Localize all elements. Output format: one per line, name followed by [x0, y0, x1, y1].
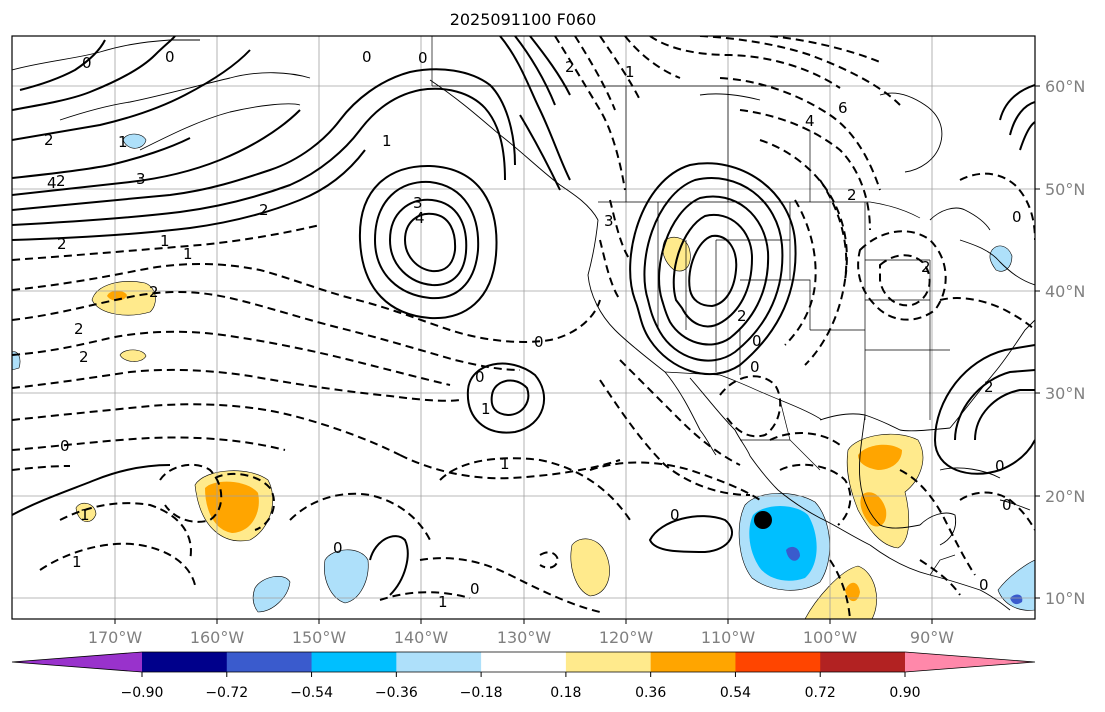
lat-label: 20°N — [1045, 487, 1085, 506]
contour-label: 2 — [79, 348, 89, 366]
coastlines — [12, 39, 1035, 611]
lat-label: 30°N — [1045, 384, 1085, 403]
contour-label: 3 — [413, 194, 423, 212]
contours-positive — [12, 36, 1035, 596]
axis-ticks — [114, 85, 1040, 624]
colorbar-tick-label: −0.72 — [205, 685, 248, 701]
contour-label: 0 — [670, 506, 680, 524]
contour-label: 0 — [750, 358, 760, 376]
contour-label: 2 — [44, 131, 54, 149]
contour-label: 2 — [74, 320, 84, 338]
contour-label: 2 — [565, 58, 575, 76]
lon-label: 170°W — [88, 628, 143, 647]
contour-label: 2 — [259, 201, 269, 219]
contour-label: 1 — [72, 553, 82, 571]
lon-label: 110°W — [701, 628, 756, 647]
contour-label: 0 — [1012, 208, 1022, 226]
lon-label: 90°W — [910, 628, 954, 647]
contour-label: 0 — [362, 48, 372, 66]
contour-label: 4 — [415, 209, 425, 227]
contour-label: 2 — [149, 283, 159, 301]
contour-label: 0 — [470, 580, 480, 598]
colorbar-tick-label: −0.36 — [375, 685, 418, 701]
colorbar-tick-label: 0.72 — [805, 685, 836, 701]
contour-label: 1 — [500, 455, 510, 473]
lat-label: 60°N — [1045, 77, 1085, 96]
contour-label: 1 — [625, 63, 635, 81]
colorbar-tick-label: 0.54 — [720, 685, 751, 701]
contour-label: 1 — [80, 506, 90, 524]
colorbar-tick-label: 0.36 — [635, 685, 666, 701]
contour-label: 1 — [183, 245, 193, 263]
colorbar-segment — [396, 652, 482, 672]
colorbar-tick-label: −0.18 — [460, 685, 503, 701]
colorbar-segment — [12, 652, 142, 672]
contour-label: 4 — [47, 174, 57, 192]
contour-label: 1 — [438, 593, 448, 611]
map-title: 2025091100 F060 — [449, 10, 597, 29]
contour-label: 0 — [534, 333, 544, 351]
contour-label: 0 — [475, 368, 485, 386]
contour-label: 1 — [118, 133, 128, 151]
contour-label: 2 — [847, 186, 857, 204]
colorbar-tick-label: 0.90 — [889, 685, 920, 701]
colorbar-segment — [735, 652, 821, 672]
colorbar-segment — [650, 652, 736, 672]
contour-label: 0 — [752, 332, 762, 350]
anomaly-shading — [12, 133, 1035, 619]
contour-label: 0 — [995, 457, 1005, 475]
contour-label: 4 — [805, 112, 815, 130]
colorbar-segment — [905, 652, 1035, 672]
contour-labels: 0 0 0 2 1 2 4 3 2 1 2 3 4 1 2 2 2 1 1 0 … — [44, 48, 1022, 611]
colorbar-segment — [820, 652, 906, 672]
contour-label: 2 — [984, 378, 994, 396]
colorbar-tick-label: −0.90 — [121, 685, 164, 701]
contour-label: 0 — [333, 539, 343, 557]
colorbar-segment — [481, 652, 567, 672]
lon-label: 100°W — [803, 628, 858, 647]
colorbar-segment — [226, 652, 313, 672]
contour-label: 2 — [737, 307, 747, 325]
lat-label: 40°N — [1045, 282, 1085, 301]
colorbar-segment — [142, 652, 228, 672]
contours-negative — [12, 36, 1035, 619]
colorbar-segment — [565, 652, 652, 672]
contour-label: 0 — [979, 576, 989, 594]
political-borders — [431, 36, 956, 576]
lon-label: 140°W — [394, 628, 449, 647]
contour-label: 0 — [165, 48, 175, 66]
lat-label: 10°N — [1045, 589, 1085, 608]
contour-label: 0 — [60, 437, 70, 455]
contour-label: 2 — [57, 235, 67, 253]
storm-center-marker — [754, 511, 772, 529]
contour-label: 1 — [481, 400, 491, 418]
lon-label: 120°W — [599, 628, 654, 647]
latitude-labels: 60°N 50°N 40°N 30°N 20°N 10°N — [1045, 77, 1085, 608]
colorbar: −0.90 −0.72 −0.54 −0.36 −0.18 0.18 0.36 0.54 0.7… — [11, 651, 1036, 701]
contour-label: 3 — [604, 212, 614, 230]
contour-label: 2 — [56, 172, 66, 190]
lon-label: 150°W — [292, 628, 347, 647]
contour-label: 0 — [82, 54, 92, 72]
contour-label: 1 — [382, 132, 392, 150]
contour-label: 0 — [418, 49, 428, 67]
lon-label: 160°W — [190, 628, 245, 647]
contour-label: 0 — [1002, 496, 1012, 514]
colorbar-tick-label: 0.18 — [550, 685, 581, 701]
contour-label: 2 — [921, 258, 931, 276]
contour-label: 1 — [160, 232, 170, 250]
lon-label: 130°W — [497, 628, 552, 647]
contour-label: 3 — [136, 170, 146, 188]
longitude-labels: 170°W 160°W 150°W 140°W 130°W 120°W 110°… — [88, 628, 954, 647]
colorbar-tick-label: −0.54 — [290, 685, 333, 701]
lat-label: 50°N — [1045, 180, 1085, 199]
contour-label: 6 — [838, 99, 848, 117]
colorbar-segment — [311, 652, 397, 672]
